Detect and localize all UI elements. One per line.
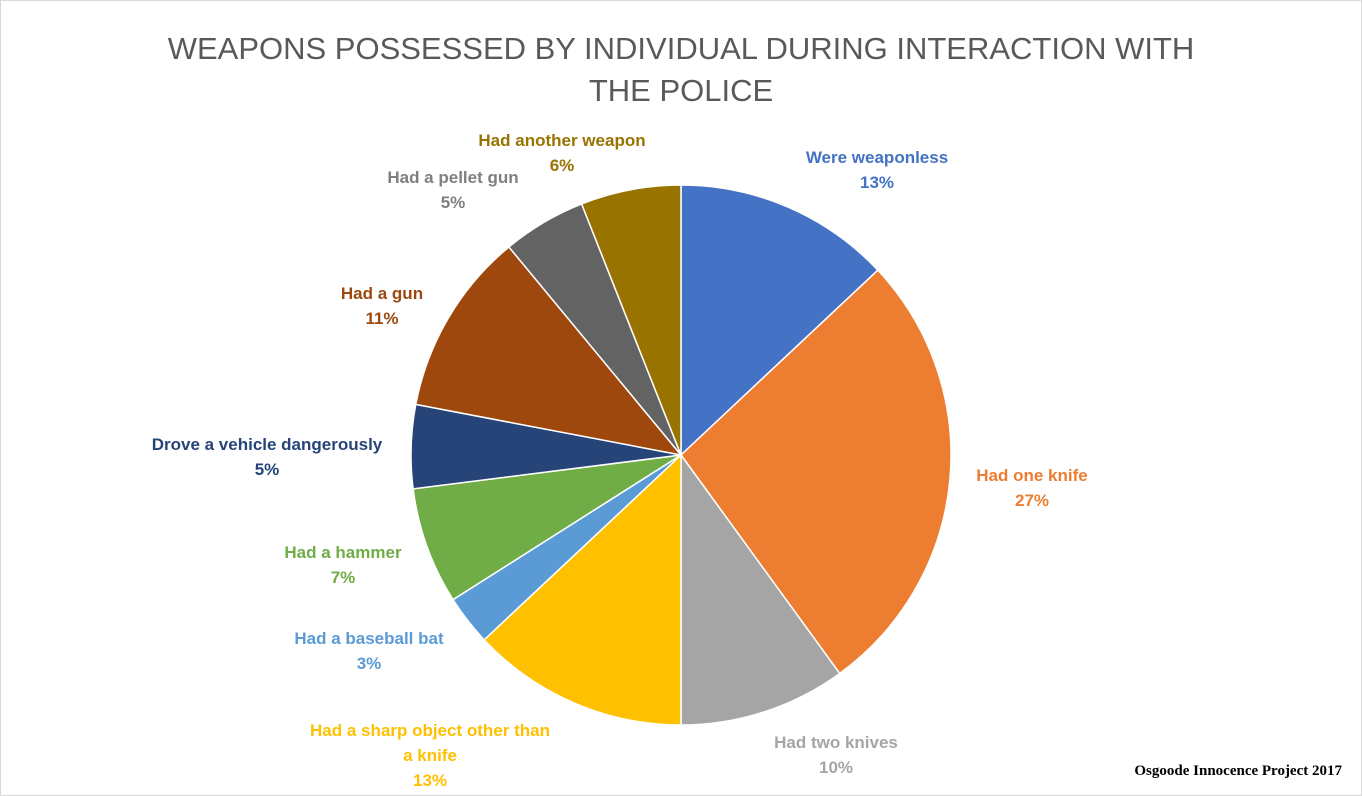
slice-label-had-a-sharp-object-other-than-a-knife: Had a sharp object other than a knife 13% — [310, 721, 550, 790]
slice-label-had-two-knives: Had two knives 10% — [774, 733, 898, 777]
chart-title-line-1: WEAPONS POSSESSED BY INDIVIDUAL DURING I… — [167, 31, 1195, 66]
slice-label-had-a-hammer: Had a hammer 7% — [284, 543, 402, 587]
pie-slice-had-a-gun — [414, 245, 683, 457]
slice-label-had-one-knife: Had one knife 27% — [976, 466, 1087, 510]
slice-label-had-another-weapon: Had another weapon 6% — [478, 131, 645, 175]
pie-slices — [410, 184, 952, 726]
chart-title-line-2: THE POLICE — [588, 73, 774, 108]
pie-slice-were-weaponless — [680, 184, 879, 457]
pie-slice-had-another-weapon — [580, 184, 682, 456]
pie-slice-had-a-sharp-object-other-than-a-knife — [483, 453, 682, 726]
chart-title: WEAPONS POSSESSED BY INDIVIDUAL DURING I… — [0, 28, 1362, 112]
slice-label-had-a-pellet-gun: Had a pellet gun 5% — [387, 168, 518, 212]
pie-slice-had-a-hammer — [412, 454, 682, 601]
slice-label-had-a-baseball-bat: Had a baseball bat 3% — [294, 629, 444, 673]
pie-labels: Were weaponless 13% Had one knife 27% Had tw… — [152, 131, 1088, 790]
slice-label-drove-a-vehicle-dangerously: Drove a vehicle dangerously 5% — [152, 435, 383, 479]
pie-slice-had-two-knives — [680, 452, 841, 726]
pie-slice-had-one-knife — [680, 269, 952, 675]
slice-label-had-a-gun: Had a gun 11% — [341, 284, 423, 328]
source-credit: Osgoode Innocence Project 2017 — [1134, 763, 1342, 779]
slice-label-were-weaponless: Were weaponless 13% — [806, 148, 948, 192]
